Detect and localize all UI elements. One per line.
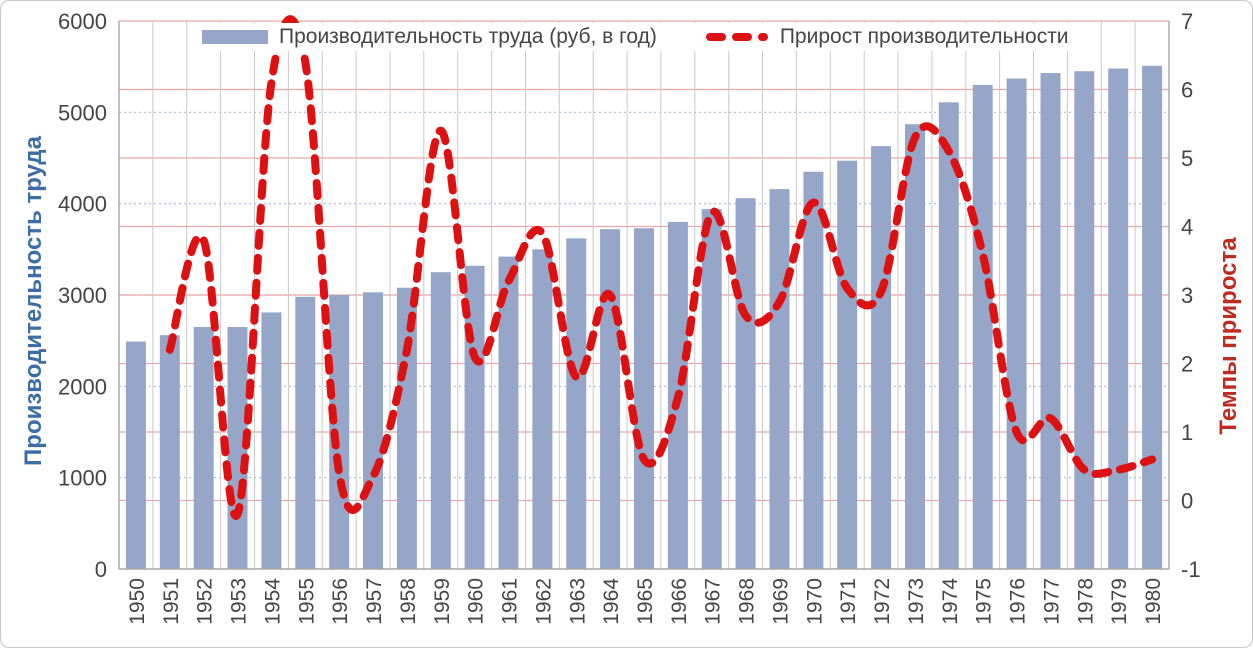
bar-1958 xyxy=(396,287,417,569)
right-axis-tick: -1 xyxy=(1181,557,1201,582)
legend-item-growth: Прирост производительности xyxy=(705,25,1069,49)
bar-1979 xyxy=(1108,68,1129,569)
x-axis-label: 1965 xyxy=(634,578,657,625)
x-axis-label: 1968 xyxy=(736,578,759,625)
left-axis-tick: 6000 xyxy=(58,9,107,34)
x-axis-label: 1959 xyxy=(431,578,454,625)
x-axis-label: 1951 xyxy=(160,578,183,625)
bar-1955 xyxy=(295,296,316,569)
bar-1950 xyxy=(125,341,146,569)
left-axis-tick: 5000 xyxy=(58,100,107,125)
left-axis-tick: 2000 xyxy=(58,374,107,399)
bar-1973 xyxy=(905,124,925,569)
x-axis-label: 1954 xyxy=(261,578,284,625)
bar-1963 xyxy=(566,238,587,569)
legend-item-productivity: Производительность труда (руб, в год) xyxy=(202,25,657,49)
right-axis-tick: 7 xyxy=(1181,9,1193,34)
left-axis-tick: 1000 xyxy=(58,466,107,491)
right-axis-tick: 1 xyxy=(1181,420,1193,445)
x-axis-label: 1970 xyxy=(803,578,826,625)
x-axis-label: 1952 xyxy=(194,578,217,625)
x-axis-label: 1974 xyxy=(939,578,962,625)
legend: Производительность труда (руб, в год) Пр… xyxy=(198,23,1081,51)
bar-1956 xyxy=(329,295,350,569)
bar-1972 xyxy=(871,146,892,569)
bar-1970 xyxy=(803,171,824,569)
bar-1975 xyxy=(972,84,993,570)
legend-dash-swatch-icon xyxy=(705,33,768,41)
x-axis-label: 1950 xyxy=(126,578,149,625)
bar-1954 xyxy=(261,312,282,569)
bar-1959 xyxy=(430,272,451,569)
x-axis-label: 1955 xyxy=(295,578,318,625)
left-axis-tick: 3000 xyxy=(58,283,107,308)
left-axis-title: Производительность труда xyxy=(20,136,47,466)
legend-label-growth: Прирост производительности xyxy=(779,25,1069,48)
bar-1957 xyxy=(363,292,383,569)
x-axis-label: 1971 xyxy=(837,578,860,625)
x-axis-label: 1969 xyxy=(770,578,793,625)
x-axis-label: 1972 xyxy=(871,578,894,625)
x-axis-label: 1980 xyxy=(1142,578,1165,625)
bar-1951 xyxy=(159,335,180,569)
bar-1974 xyxy=(938,102,959,570)
right-axis-tick: 0 xyxy=(1181,489,1193,514)
bar-1964 xyxy=(600,229,621,569)
x-axis-label: 1956 xyxy=(329,578,352,625)
bar-1967 xyxy=(701,209,722,569)
bar-1965 xyxy=(634,228,654,570)
x-axis-label: 1967 xyxy=(702,578,725,625)
bar-1961 xyxy=(498,256,519,569)
bar-1977 xyxy=(1040,73,1061,569)
x-axis-label: 1976 xyxy=(1007,578,1030,625)
right-axis-tick: 4 xyxy=(1181,215,1193,240)
x-axis-label: 1973 xyxy=(905,578,928,625)
bar-1978 xyxy=(1074,71,1095,569)
x-axis-label: 1960 xyxy=(465,578,488,625)
x-axis-label: 1961 xyxy=(499,578,522,625)
right-axis-title: Темпы прироста xyxy=(1215,237,1242,435)
right-axis-tick: 3 xyxy=(1181,283,1193,308)
legend-label-productivity: Производительность труда (руб, в год) xyxy=(279,25,657,48)
x-axis-label: 1962 xyxy=(532,578,555,625)
legend-bar-swatch-icon xyxy=(202,30,268,44)
x-axis-label: 1953 xyxy=(228,578,251,625)
bar-1980 xyxy=(1142,65,1163,570)
left-axis-tick: 0 xyxy=(95,557,107,582)
x-axis-label: 1966 xyxy=(668,578,691,625)
bar-1969 xyxy=(769,189,790,569)
x-axis-label: 1975 xyxy=(973,578,996,625)
x-axis-label: 1977 xyxy=(1041,578,1064,625)
x-axis-label: 1964 xyxy=(600,578,623,625)
bar-1971 xyxy=(837,160,858,569)
x-axis-label: 1963 xyxy=(566,578,589,625)
bar-1976 xyxy=(1006,78,1027,569)
x-axis-label: 1978 xyxy=(1074,578,1097,625)
right-axis-tick: 5 xyxy=(1181,146,1193,171)
bar-1968 xyxy=(735,198,756,569)
x-axis-label: 1958 xyxy=(397,578,420,625)
x-axis-label: 1957 xyxy=(363,578,386,625)
bar-1952 xyxy=(193,327,214,569)
right-axis-tick: 2 xyxy=(1181,352,1193,377)
right-axis-tick: 6 xyxy=(1181,78,1193,103)
bar-1962 xyxy=(532,249,553,570)
left-axis-tick: 4000 xyxy=(58,192,107,217)
x-axis-label: 1979 xyxy=(1108,578,1131,625)
